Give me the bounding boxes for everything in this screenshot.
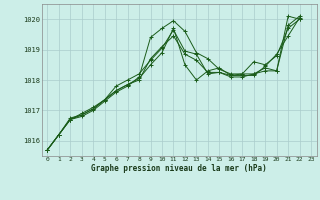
X-axis label: Graphe pression niveau de la mer (hPa): Graphe pression niveau de la mer (hPa) <box>91 164 267 173</box>
